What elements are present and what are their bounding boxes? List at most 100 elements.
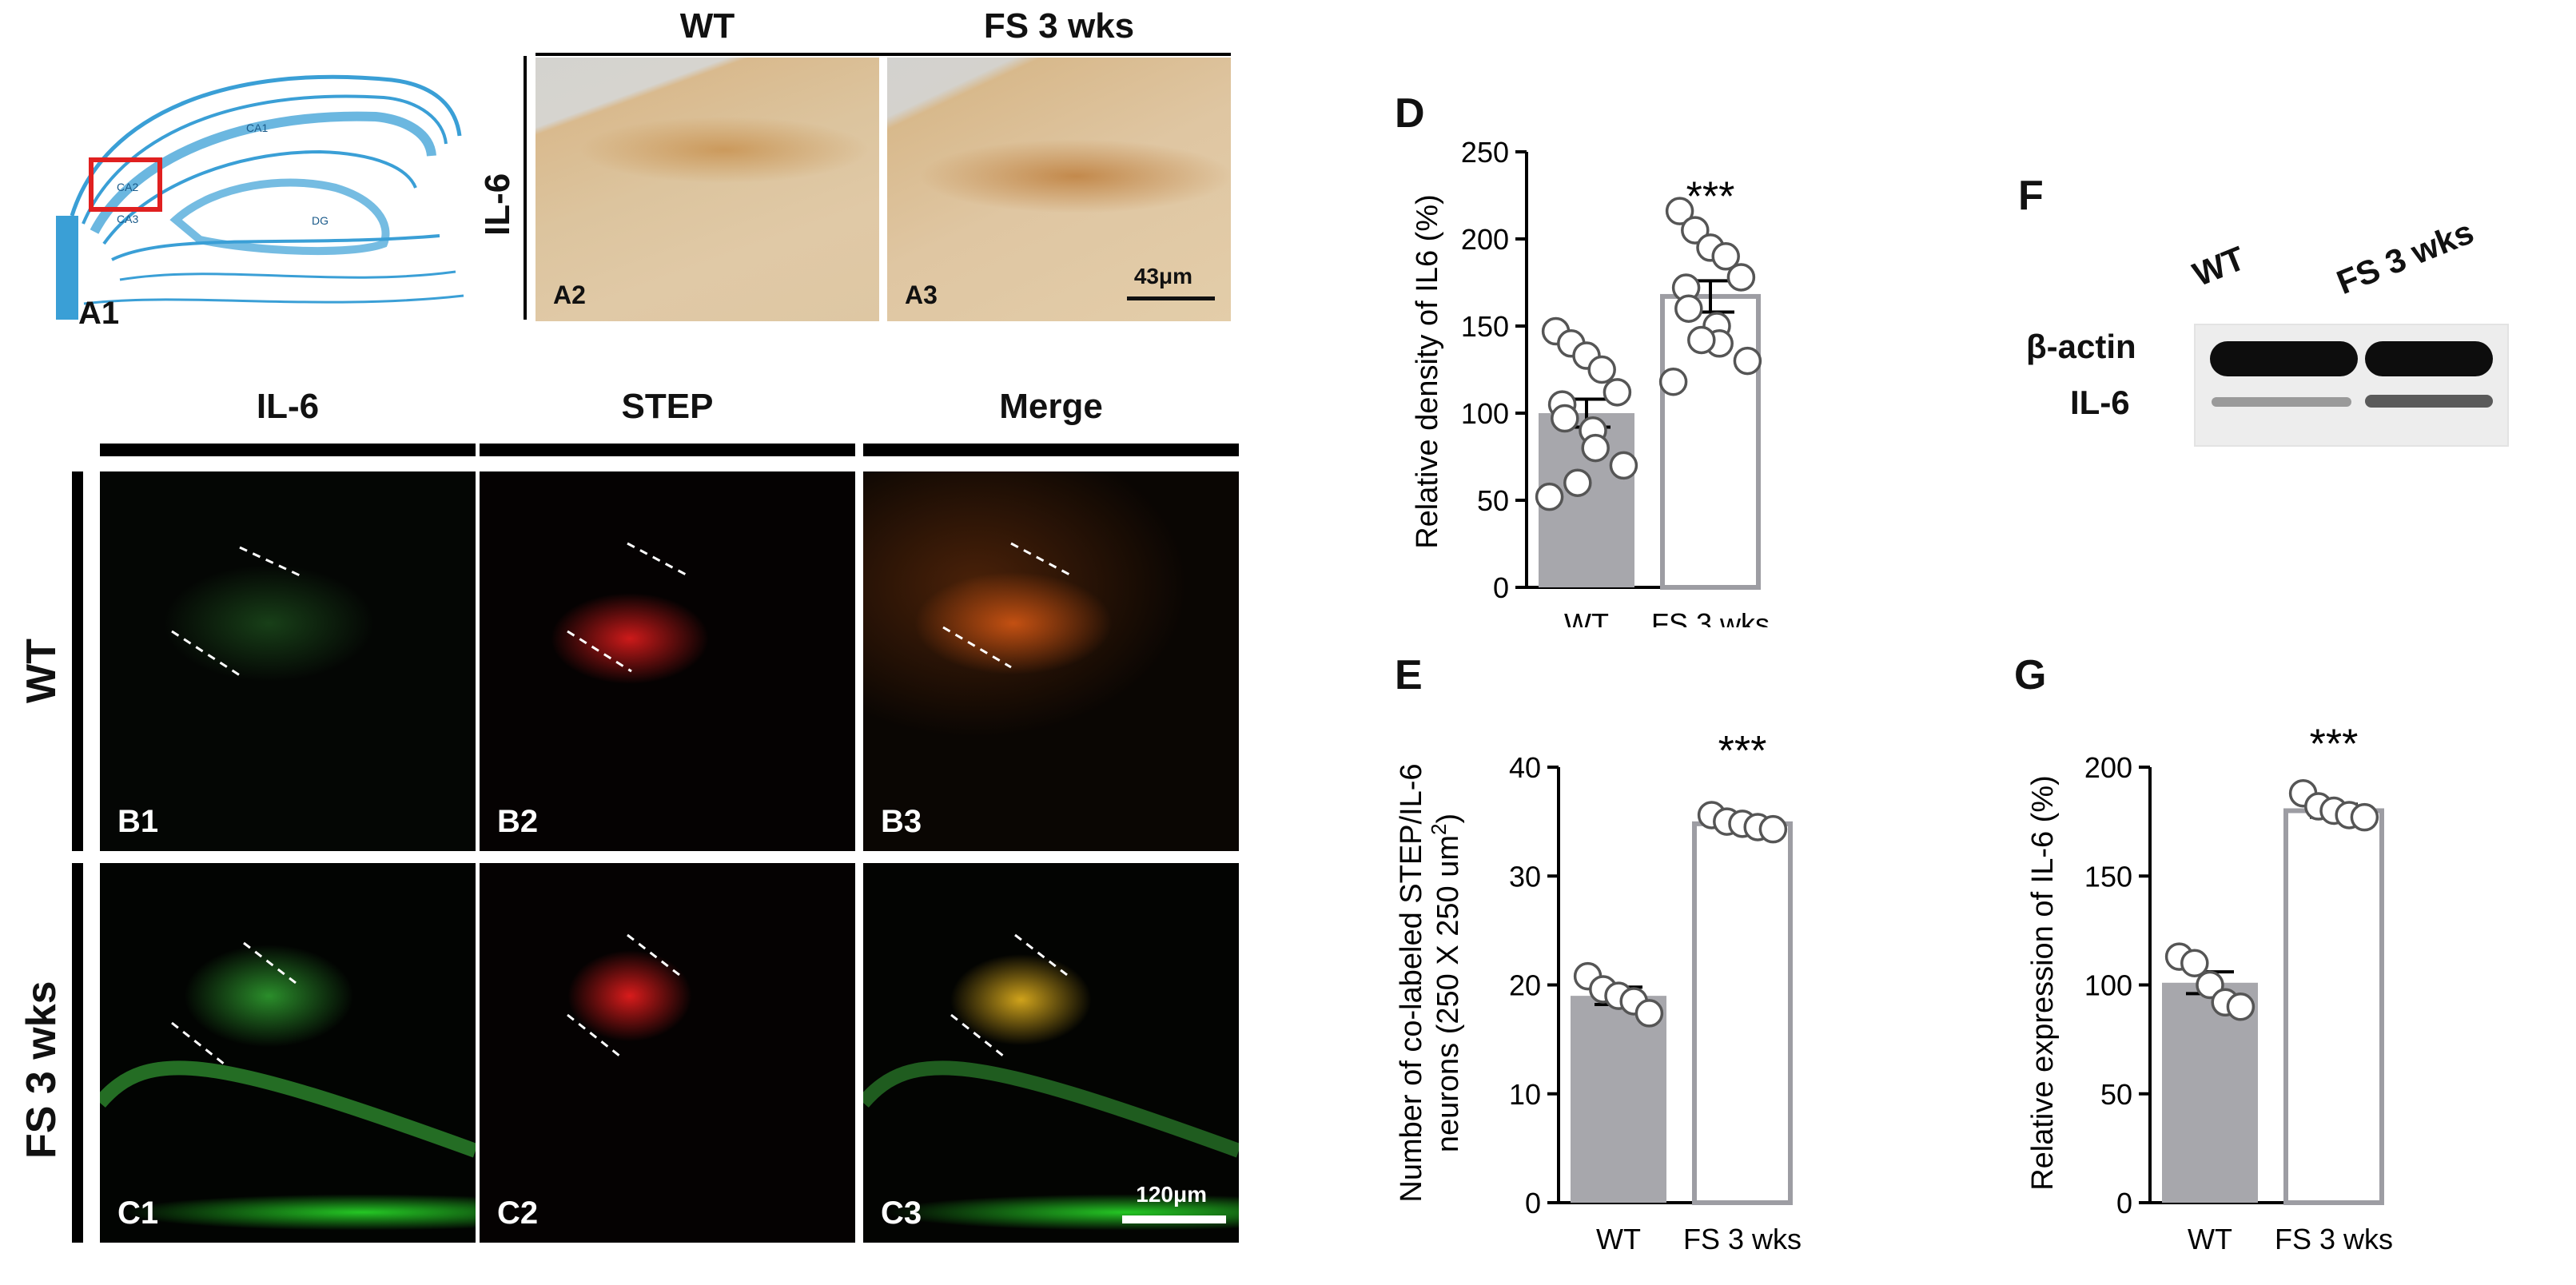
atlas-region-ca3: CA3 — [117, 213, 139, 225]
fluor-image-b3: B3 — [863, 471, 1239, 851]
header-bar-step — [480, 444, 855, 456]
ihc-image-fs: A3 43μm — [887, 58, 1231, 321]
panel-label-d: D — [1395, 90, 1425, 137]
y-tick-label: 20 — [1509, 969, 1541, 1002]
panel-label-g: G — [2014, 652, 2047, 698]
significance-marker: *** — [2310, 721, 2359, 767]
y-tick-label: 0 — [1493, 571, 1509, 604]
data-point — [1551, 404, 1579, 433]
bar-wt — [1571, 996, 1666, 1203]
blot-band-label-actin: β-actin — [2026, 328, 2136, 365]
y-axis-label-part: neurons (250 X 250 um — [1431, 835, 1465, 1152]
blot-lane-label-fs: FS 3 wks — [2331, 213, 2479, 302]
panel-a-side-line — [524, 56, 527, 320]
panel-b-col-il6: IL-6 — [256, 387, 320, 426]
blot-band-actin-wt — [2210, 341, 2358, 376]
y-tick-label: 100 — [2084, 969, 2132, 1002]
data-point — [1758, 814, 1788, 844]
data-point — [1687, 325, 1716, 355]
tile-label-c3: C3 — [881, 1195, 922, 1231]
data-point — [1665, 197, 1694, 225]
chart-e: 0 10 20 30 40 WT FS 3 wks *** Number of co-label… — [1395, 728, 1802, 1255]
y-axis-label-line2: neurons (250 X 250 um2) — [1427, 814, 1465, 1152]
data-point — [1658, 368, 1688, 396]
y-tick-label: 50 — [2100, 1078, 2132, 1111]
y-axis-label: Relative expression of IL-6 (%) — [2026, 775, 2060, 1191]
y-tick-label: 150 — [2084, 860, 2132, 893]
bar-fs — [1692, 821, 1793, 1205]
fluor-image-b1: B1 — [100, 471, 476, 851]
data-point — [1535, 482, 1564, 511]
data-point — [1733, 346, 1762, 376]
panel-a-row-label: IL-6 — [478, 173, 517, 236]
panel-b-col-step: STEP — [621, 387, 714, 426]
y-tick-label: 150 — [1461, 310, 1509, 343]
panel-b-col-merge: Merge — [999, 387, 1103, 426]
y-tick-label: 100 — [1461, 397, 1509, 430]
tile-label-b2: B2 — [497, 804, 539, 839]
y-axis-label-sup: 2 — [1427, 824, 1451, 835]
data-point — [2180, 949, 2209, 977]
data-point — [2196, 970, 2224, 1000]
atlas-region-dg: DG — [312, 214, 328, 227]
significance-marker: *** — [1686, 173, 1735, 220]
row-label-wt: WT — [18, 639, 65, 703]
y-tick-label: 10 — [1509, 1078, 1541, 1111]
y-tick-label: 30 — [1509, 860, 1541, 893]
y-axis-label: Relative density of IL6 (%) — [1411, 194, 1444, 549]
scale-label-a: 43μm — [1133, 264, 1192, 288]
data-point — [1603, 378, 1632, 407]
tile-label-b3: B3 — [881, 804, 922, 839]
bar-fs — [2283, 808, 2384, 1205]
data-point — [2350, 802, 2379, 832]
western-blot — [2194, 324, 2509, 447]
x-tick-label: FS 3 wks — [2275, 1223, 2393, 1255]
x-tick-label: FS 3 wks — [1651, 607, 1770, 627]
data-point — [1609, 451, 1638, 480]
y-tick-label: 40 — [1509, 751, 1541, 784]
y-tick-label: 0 — [2116, 1187, 2132, 1219]
blot-band-il6-fs — [2365, 395, 2493, 408]
data-point — [1587, 355, 1616, 384]
data-point — [1563, 468, 1592, 497]
x-tick-label: WT — [1596, 1223, 1641, 1255]
x-tick-label: FS 3 wks — [1683, 1223, 1802, 1255]
atlas-diagram: CA1 CA2 CA3 DG — [56, 48, 472, 320]
fluor-image-c2: C2 — [480, 863, 855, 1243]
data-point — [1581, 433, 1610, 463]
panel-a-col-wt: WT — [679, 6, 735, 46]
chart-g: 0 50 100 150 200 WT FS 3 wks *** Relative expres… — [2026, 721, 2393, 1255]
data-point — [1634, 999, 1664, 1028]
chart-d: 0 50 100 150 200 250 WT FS 3 wks *** Relative den… — [1411, 136, 1770, 627]
tile-label-c1: C1 — [117, 1195, 159, 1231]
header-bar-merge — [863, 444, 1239, 456]
atlas-region-ca2: CA2 — [117, 181, 139, 193]
significance-marker: *** — [1718, 728, 1767, 774]
tile-label-c2: C2 — [497, 1195, 539, 1231]
scale-bar-b — [1122, 1215, 1226, 1223]
y-tick-label: 200 — [2084, 751, 2132, 784]
data-point — [1726, 263, 1756, 292]
x-tick-label: WT — [2188, 1223, 2232, 1255]
blot-band-label-il6: IL-6 — [2070, 384, 2130, 421]
data-point — [1681, 216, 1710, 245]
y-axis-label-end: ) — [1431, 814, 1465, 824]
data-point — [2226, 993, 2255, 1021]
blot-band-actin-fs — [2365, 341, 2493, 376]
blot-lane-label-wt: WT — [2188, 239, 2251, 294]
y-tick-label: 50 — [1477, 484, 1509, 517]
scale-bar-a — [1127, 296, 1215, 300]
y-axis-label-line1: Number of co-labeled STEP/IL-6 — [1395, 763, 1428, 1202]
x-tick-label: WT — [1564, 607, 1609, 627]
data-point — [1674, 294, 1703, 323]
row-line-fs — [72, 863, 83, 1243]
tile-label-b1: B1 — [117, 804, 159, 839]
row-line-wt — [72, 471, 83, 851]
tile-label-a3: A3 — [905, 280, 938, 309]
panel-a-top-line — [536, 53, 1231, 56]
fluor-image-b2: B2 — [480, 471, 855, 851]
row-label-fs: FS 3 wks — [18, 981, 65, 1159]
header-bar-il6 — [100, 444, 476, 456]
panel-label-e: E — [1395, 652, 1423, 698]
data-point — [1711, 242, 1740, 271]
